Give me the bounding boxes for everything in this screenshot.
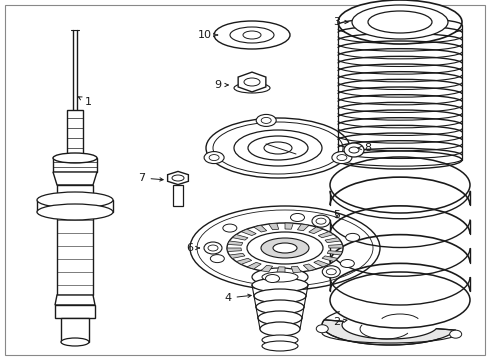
- Polygon shape: [303, 264, 317, 271]
- Text: 5: 5: [334, 210, 341, 220]
- Polygon shape: [261, 265, 272, 272]
- Ellipse shape: [338, 0, 462, 44]
- Ellipse shape: [316, 325, 328, 333]
- Text: 6: 6: [187, 243, 199, 253]
- Polygon shape: [57, 185, 93, 200]
- Ellipse shape: [349, 147, 359, 153]
- Ellipse shape: [214, 21, 290, 49]
- Ellipse shape: [316, 218, 326, 224]
- Ellipse shape: [254, 289, 306, 303]
- Ellipse shape: [256, 114, 276, 126]
- Text: 4: 4: [224, 293, 251, 303]
- Polygon shape: [238, 72, 266, 92]
- Ellipse shape: [264, 142, 292, 154]
- Polygon shape: [61, 318, 89, 342]
- Ellipse shape: [266, 275, 279, 283]
- Ellipse shape: [37, 204, 113, 220]
- Polygon shape: [291, 266, 301, 273]
- Ellipse shape: [53, 153, 97, 163]
- Polygon shape: [314, 260, 329, 267]
- Polygon shape: [309, 227, 323, 234]
- Ellipse shape: [337, 154, 347, 161]
- Ellipse shape: [204, 152, 224, 163]
- Text: 1: 1: [78, 97, 92, 107]
- Polygon shape: [227, 248, 242, 252]
- Ellipse shape: [206, 118, 350, 178]
- Ellipse shape: [326, 269, 336, 275]
- Polygon shape: [55, 305, 95, 318]
- Ellipse shape: [37, 192, 113, 208]
- Polygon shape: [329, 244, 343, 248]
- Polygon shape: [327, 251, 343, 255]
- Ellipse shape: [258, 311, 302, 325]
- Polygon shape: [254, 225, 267, 232]
- Ellipse shape: [204, 242, 222, 254]
- Text: 10: 10: [198, 30, 218, 40]
- Ellipse shape: [243, 31, 261, 39]
- Ellipse shape: [260, 322, 300, 336]
- Polygon shape: [269, 223, 279, 230]
- Ellipse shape: [61, 338, 89, 346]
- Polygon shape: [325, 238, 341, 243]
- Polygon shape: [57, 212, 93, 295]
- Polygon shape: [318, 231, 334, 238]
- Text: 8: 8: [358, 143, 371, 153]
- Polygon shape: [322, 256, 338, 261]
- Ellipse shape: [234, 130, 322, 166]
- Ellipse shape: [244, 78, 260, 86]
- Ellipse shape: [352, 5, 448, 39]
- Polygon shape: [247, 262, 261, 269]
- Ellipse shape: [252, 268, 308, 286]
- Polygon shape: [285, 223, 293, 229]
- Polygon shape: [277, 267, 285, 273]
- Polygon shape: [67, 110, 83, 158]
- Polygon shape: [236, 258, 252, 264]
- Polygon shape: [173, 185, 183, 206]
- Polygon shape: [168, 171, 188, 185]
- Polygon shape: [232, 234, 248, 240]
- Ellipse shape: [262, 272, 298, 282]
- Polygon shape: [297, 224, 309, 231]
- Ellipse shape: [312, 215, 330, 227]
- Ellipse shape: [291, 213, 304, 221]
- Polygon shape: [241, 229, 256, 235]
- Ellipse shape: [368, 11, 432, 33]
- Polygon shape: [227, 241, 243, 245]
- Polygon shape: [229, 253, 245, 258]
- Ellipse shape: [209, 154, 219, 161]
- Ellipse shape: [247, 232, 323, 264]
- Ellipse shape: [261, 238, 309, 258]
- Ellipse shape: [223, 224, 237, 232]
- Ellipse shape: [345, 233, 360, 242]
- Ellipse shape: [210, 255, 224, 262]
- Ellipse shape: [341, 260, 354, 267]
- Ellipse shape: [172, 175, 184, 181]
- Ellipse shape: [322, 266, 340, 278]
- Text: 3: 3: [334, 17, 348, 27]
- Polygon shape: [322, 320, 456, 345]
- Ellipse shape: [252, 278, 308, 292]
- Ellipse shape: [332, 152, 352, 163]
- Ellipse shape: [256, 300, 304, 314]
- Polygon shape: [53, 172, 97, 185]
- Polygon shape: [37, 200, 113, 212]
- Ellipse shape: [261, 117, 271, 123]
- Ellipse shape: [234, 83, 270, 93]
- Ellipse shape: [262, 341, 298, 351]
- Ellipse shape: [208, 245, 218, 251]
- Polygon shape: [55, 295, 95, 305]
- Ellipse shape: [227, 223, 343, 273]
- Ellipse shape: [450, 330, 462, 338]
- Ellipse shape: [230, 27, 274, 43]
- Ellipse shape: [190, 206, 380, 290]
- Polygon shape: [53, 158, 97, 172]
- Ellipse shape: [273, 243, 297, 253]
- Text: 9: 9: [215, 80, 228, 90]
- Ellipse shape: [248, 136, 308, 160]
- Text: 7: 7: [139, 173, 163, 183]
- Ellipse shape: [262, 335, 298, 345]
- Text: 2: 2: [333, 317, 347, 327]
- Ellipse shape: [344, 143, 364, 157]
